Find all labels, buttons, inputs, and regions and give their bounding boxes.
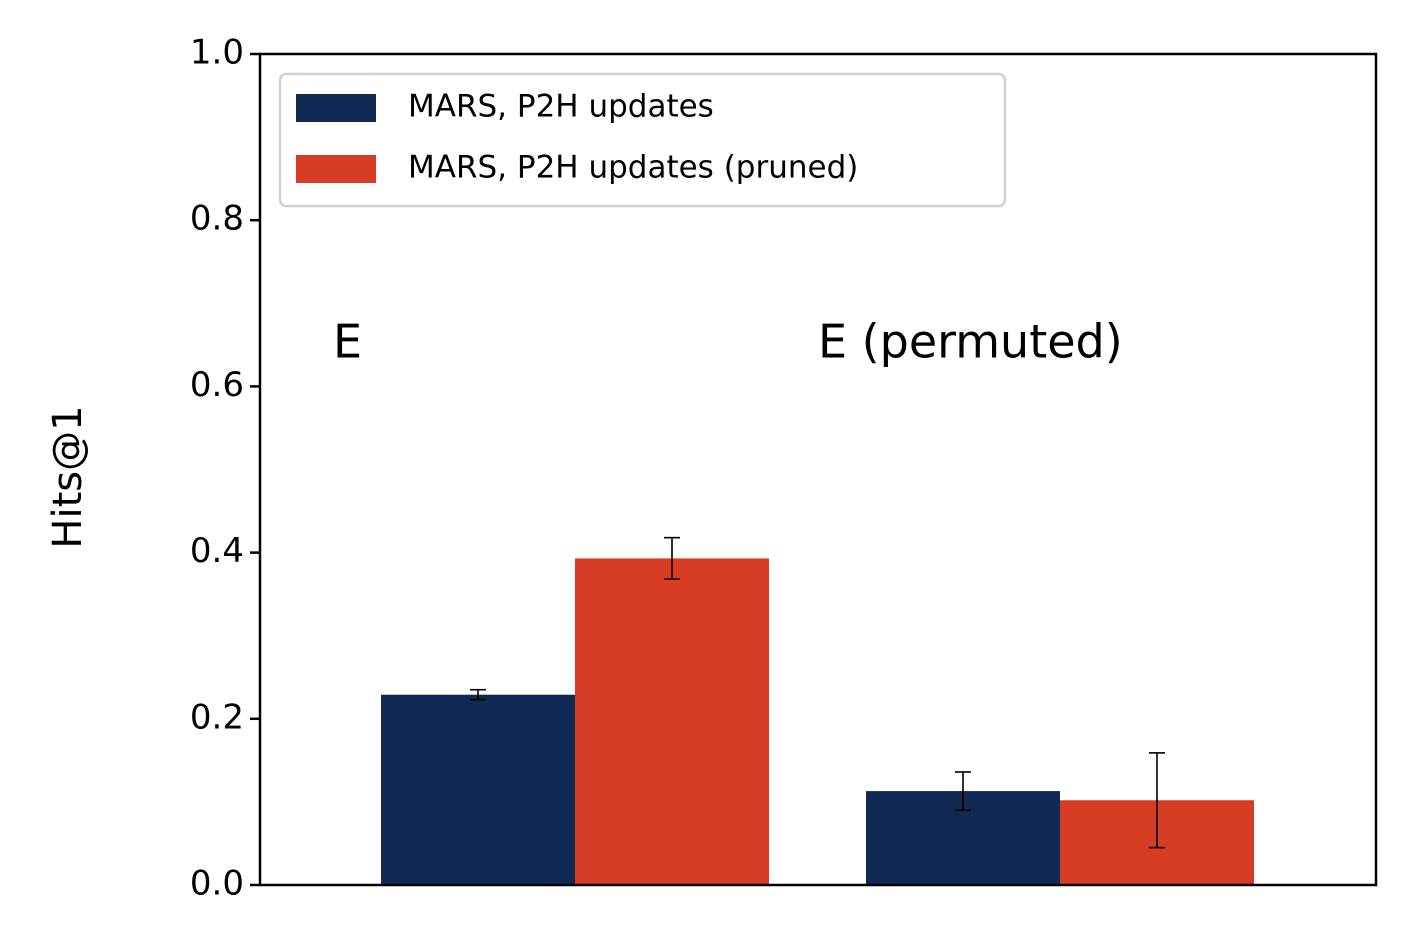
error-bar xyxy=(1149,752,1165,849)
plot-frame xyxy=(258,52,1378,887)
bar xyxy=(575,558,769,885)
y-tick-label: 0.4 xyxy=(190,531,244,571)
category-label: E (permuted) xyxy=(818,315,1123,369)
error-bar xyxy=(470,688,486,701)
y-tick-label: 0.8 xyxy=(190,199,244,239)
legend-label: MARS, P2H updates (pruned) xyxy=(408,150,858,186)
y-axis-label: Hits@1 xyxy=(45,405,91,548)
category-label: E xyxy=(333,315,362,369)
legend-label: MARS, P2H updates xyxy=(408,89,714,125)
legend-box xyxy=(278,72,1007,208)
legend-swatch xyxy=(296,94,376,122)
error-bar xyxy=(955,771,971,812)
y-tick-label: 0.0 xyxy=(190,864,244,904)
error-bar xyxy=(664,536,680,580)
y-tick-label: 0.2 xyxy=(190,697,244,737)
y-tick-label: 0.6 xyxy=(190,365,244,405)
legend-swatch xyxy=(296,155,376,183)
y-tick-label: 1.0 xyxy=(190,33,244,73)
bar xyxy=(381,694,575,885)
